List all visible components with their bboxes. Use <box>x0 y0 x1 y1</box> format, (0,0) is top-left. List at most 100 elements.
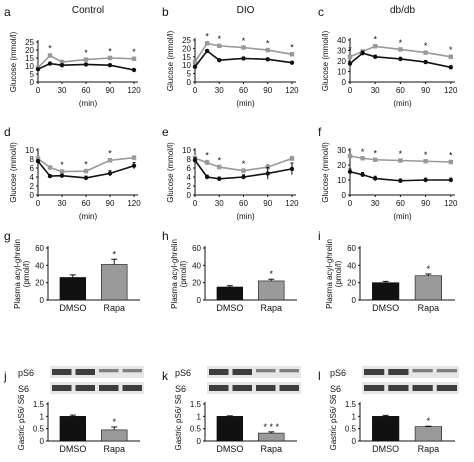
y-tick-label: 30 <box>337 146 346 155</box>
bar-rapa <box>101 264 128 301</box>
category-label: DMSO <box>59 303 86 313</box>
y-tick-label: 0 <box>342 78 347 87</box>
category-label: DMSO <box>216 303 243 313</box>
series-line-black <box>37 160 135 179</box>
series-black <box>35 61 137 73</box>
bar-dmso <box>59 277 87 301</box>
series-line-black <box>194 49 293 68</box>
blot-band <box>122 385 142 391</box>
y-tick-label: 30 <box>337 47 346 56</box>
x-tick-label: 0 <box>36 86 41 95</box>
blot-label: pS6 <box>18 368 34 378</box>
y-tick-label: 60 <box>347 244 356 253</box>
y-tick-label: 60 <box>192 244 201 253</box>
significance-star: * <box>449 151 453 161</box>
blot-band <box>122 369 142 373</box>
blot-band <box>52 369 72 375</box>
significance-star: * <box>424 150 428 160</box>
x-tick-label: 30 <box>58 86 67 95</box>
data-point <box>448 54 453 59</box>
blot-strip <box>50 382 144 394</box>
data-point <box>131 155 137 160</box>
data-point <box>265 57 270 62</box>
x-tick-label: 90 <box>106 86 115 95</box>
series-black <box>347 50 453 70</box>
data-point <box>83 62 89 67</box>
blot-band <box>52 385 72 391</box>
data-point <box>423 177 428 183</box>
blot-band <box>99 385 119 391</box>
x-tick-label: 120 <box>285 199 299 208</box>
data-point <box>398 56 403 62</box>
category-label: DMSO <box>372 444 399 454</box>
y-tick-label: 10 <box>182 61 191 70</box>
significance-star: * <box>48 44 52 54</box>
y-tick-label: 20 <box>182 44 191 53</box>
data-point <box>398 47 403 52</box>
data-point <box>423 159 428 164</box>
y-tick-label: 20 <box>337 161 346 170</box>
panel-k: k 0 0.5 1 1.5 Gastric pS6/ S6 DMSO Rapa * * * pS6… <box>162 366 301 454</box>
y-axis-label-line: Plasma acyl-ghrelin <box>13 239 22 309</box>
significance-star: * <box>205 150 209 160</box>
data-point <box>241 45 246 50</box>
x-tick-label: 30 <box>58 199 67 208</box>
y-axis-label: Plasma acyl-ghrelin(pmol/l) <box>170 239 188 309</box>
y-tick-label: 8 <box>187 155 192 164</box>
panel-letter: g <box>4 229 11 243</box>
data-point <box>398 178 403 183</box>
significance-star: * * * <box>263 422 279 432</box>
y-axis-label-line: (pmol/l) <box>334 260 343 287</box>
significance-star: * <box>290 43 294 53</box>
y-axis-label: Glucose (mmol/l) <box>9 142 18 203</box>
y-tick-label: 1.5 <box>33 400 45 409</box>
significance-star: * <box>205 32 209 42</box>
blot-band <box>388 369 409 375</box>
data-point <box>59 173 65 178</box>
y-tick-label: 25 <box>25 38 34 47</box>
data-point <box>241 56 246 61</box>
panel-letter: f <box>318 125 322 139</box>
data-point <box>448 159 453 165</box>
y-axis-label: Glucose (mmol/l) <box>321 142 330 203</box>
y-tick-label: 40 <box>347 261 356 270</box>
significance-star: * <box>112 417 116 427</box>
y-tick-label: 0 <box>187 191 192 200</box>
blot-label: pS6 <box>175 368 191 378</box>
data-point <box>204 160 210 165</box>
y-tick-label: 8 <box>30 155 35 164</box>
x-tick-label: 90 <box>263 199 272 208</box>
data-point <box>423 50 428 55</box>
y-tick-label: 20 <box>192 279 201 288</box>
y-axis-label: Gastric pS6/ S6 <box>174 394 183 451</box>
series-line-black <box>194 159 293 180</box>
x-tick-label: 120 <box>285 86 299 95</box>
bar-rapa <box>414 426 443 442</box>
bar-rapa <box>414 275 443 301</box>
blot-band <box>75 369 95 375</box>
y-axis-label: Plasma acyl-ghrelin(pmol/l) <box>13 239 31 309</box>
data-point <box>83 175 89 181</box>
blot-strip <box>50 366 144 378</box>
x-tick-label: 120 <box>444 199 458 208</box>
panel-title: DIO <box>237 5 255 16</box>
blot-label: S6 <box>330 384 341 394</box>
blot-band <box>412 369 433 373</box>
y-tick-label: 0 <box>197 296 202 305</box>
x-tick-label: 90 <box>421 199 430 208</box>
significance-star: * <box>424 41 428 51</box>
series-gray <box>35 155 137 174</box>
x-tick-label: 120 <box>127 86 141 95</box>
x-tick-label: 30 <box>371 199 380 208</box>
significance-star: * <box>427 416 431 426</box>
category-label: Rapa <box>260 303 282 313</box>
x-tick-label: 60 <box>239 199 248 208</box>
category-label: Rapa <box>260 444 282 454</box>
y-axis-label-line: (pmol/l) <box>179 260 188 287</box>
y-tick-label: 0 <box>342 191 347 200</box>
series-black <box>35 158 137 181</box>
bar-dmso <box>59 416 87 442</box>
y-tick-label: 5 <box>187 70 192 79</box>
x-axis-label: (min) <box>79 99 98 108</box>
